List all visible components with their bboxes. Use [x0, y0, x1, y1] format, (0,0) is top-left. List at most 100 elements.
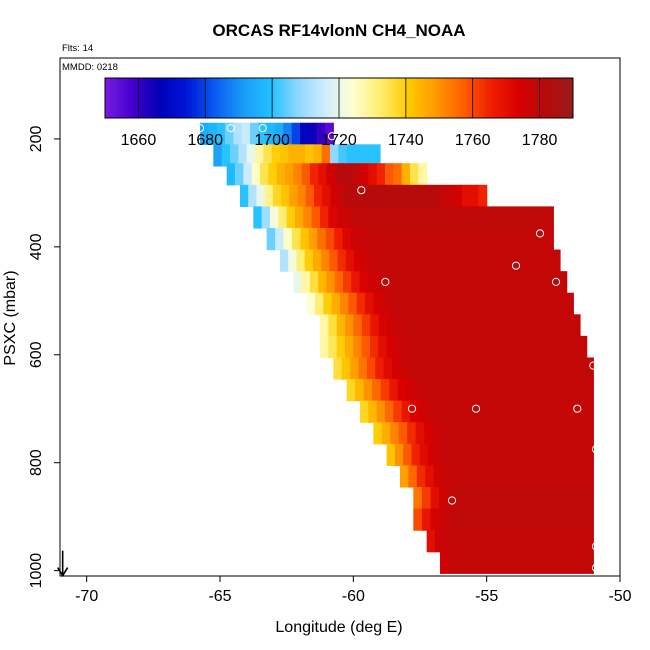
- heatmap-cell: [392, 357, 402, 380]
- sample-point: [226, 124, 235, 133]
- heatmap-cell: [470, 184, 480, 207]
- sample-point: [381, 277, 390, 286]
- colorbar-segment: [121, 78, 126, 118]
- heatmap-cell: [452, 249, 462, 272]
- colorbar-segment: [536, 78, 541, 118]
- colorbar-tick-label: 1740: [388, 132, 424, 149]
- heatmap-cell: [585, 443, 594, 466]
- heatmap-cell: [533, 271, 543, 294]
- colorbar-segment: [459, 78, 464, 118]
- heatmap-cell: [548, 292, 558, 315]
- colorbar-segment: [175, 78, 180, 118]
- heatmap-cell: [345, 206, 354, 229]
- colorbar-segment: [108, 78, 113, 118]
- sample-point: [511, 261, 521, 270]
- heatmap-cell: [246, 144, 256, 167]
- colorbar-segment: [178, 78, 183, 118]
- heatmap-cell: [429, 184, 438, 207]
- heatmap-cell: [389, 379, 399, 402]
- heatmap-cell: [288, 144, 298, 167]
- heatmap-cell: [469, 443, 479, 466]
- colorbar-segment: [352, 78, 357, 118]
- colorbar-segment: [542, 78, 547, 118]
- heatmap-cell: [326, 271, 336, 294]
- colorbar-segment: [486, 78, 490, 118]
- colorbar-segment: [469, 78, 474, 118]
- heatmap-cell: [474, 551, 484, 574]
- heatmap-cell: [271, 144, 281, 167]
- heatmap-cell: [387, 314, 397, 337]
- x-tick-label: -55: [475, 588, 498, 605]
- colorbar-segment: [382, 78, 387, 118]
- y-axis: 200 400 600 800 1000: [28, 125, 60, 588]
- heatmap-cell: [526, 530, 536, 553]
- sample-point: [471, 404, 481, 413]
- heatmap-cell: [355, 379, 365, 402]
- heatmap-cell: [567, 486, 577, 510]
- heatmap-cell: [450, 271, 460, 294]
- heatmap-cell: [465, 379, 475, 402]
- heatmap-cell: [425, 465, 435, 488]
- heatmap-cell: [474, 379, 484, 402]
- heatmap-cell: [477, 249, 487, 272]
- heatmap-cell: [560, 400, 569, 423]
- heatmap-cell: [300, 122, 309, 145]
- heatmap-cell: [341, 357, 351, 380]
- heatmap-cell: [571, 314, 581, 337]
- heatmap-cell: [342, 227, 352, 251]
- heatmap-cell: [393, 400, 403, 423]
- heatmap-cell: [517, 422, 527, 445]
- colorbar-tick-label: 1700: [254, 132, 290, 149]
- heatmap-cell: [512, 314, 522, 337]
- heatmap-cell: [478, 184, 488, 207]
- heatmap-cell: [526, 400, 536, 423]
- heatmap-cell: [398, 292, 408, 315]
- heatmap-cell: [576, 357, 586, 380]
- heatmap-cell: [499, 379, 509, 402]
- heatmap-cell: [525, 551, 535, 574]
- heatmap-cell: [528, 227, 538, 251]
- heatmap-cell: [541, 271, 551, 294]
- colorbar-segment: [442, 78, 447, 118]
- colorbar-segment: [155, 78, 159, 118]
- colorbar: 1660 1680 1700 1720 1740 1760 1780: [104, 77, 574, 149]
- heatmap-cell: [360, 163, 369, 186]
- heatmap-cell: [516, 379, 526, 402]
- heatmap-cell: [386, 443, 396, 466]
- heatmap-cell: [200, 122, 209, 145]
- colorbar-segment: [111, 78, 116, 118]
- heatmap-cell: [258, 122, 268, 145]
- heatmap-cell: [255, 144, 264, 167]
- heatmap-cell: [518, 400, 528, 423]
- heatmap-cell: [494, 249, 503, 272]
- x-axis: -70 -65 -60 -55 -50: [75, 576, 632, 605]
- colorbar-segment: [549, 78, 554, 118]
- heatmap-cell: [289, 184, 299, 207]
- heatmap-cell: [345, 314, 355, 337]
- heatmap-cell: [412, 184, 422, 207]
- heatmap-cell: [343, 163, 353, 186]
- heatmap-cell: [473, 486, 483, 510]
- y-tick-label: 200: [28, 125, 45, 152]
- heatmap-cell: [531, 292, 541, 315]
- heatmap-cell: [477, 227, 487, 251]
- heatmap-cell: [442, 357, 452, 380]
- heatmap-cell: [565, 292, 574, 315]
- heatmap-cell: [333, 357, 343, 380]
- heatmap-cell: [443, 400, 453, 423]
- heatmap-cell: [538, 314, 548, 337]
- heatmap-cell: [545, 335, 554, 359]
- heatmap-cell: [415, 292, 424, 315]
- colorbar-segment: [268, 78, 273, 118]
- heatmap-cell: [373, 422, 383, 445]
- heatmap-cell: [475, 271, 485, 294]
- colorbar-segment: [462, 78, 467, 118]
- heatmap-cell: [295, 206, 304, 229]
- heatmap-cell: [445, 335, 454, 359]
- heatmap-cell: [385, 163, 394, 186]
- heatmap-cell: [501, 400, 511, 423]
- heatmap-cell: [474, 422, 484, 445]
- heatmap-cell: [493, 530, 503, 553]
- heatmap-cell: [464, 508, 474, 531]
- heatmap-cell: [435, 530, 444, 553]
